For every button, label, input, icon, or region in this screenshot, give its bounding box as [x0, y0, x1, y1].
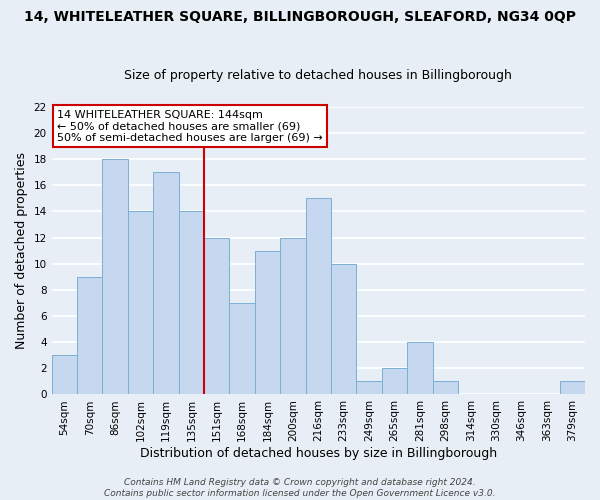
Text: 14, WHITELEATHER SQUARE, BILLINGBOROUGH, SLEAFORD, NG34 0QP: 14, WHITELEATHER SQUARE, BILLINGBOROUGH,… — [24, 10, 576, 24]
Bar — [433, 382, 458, 394]
Bar — [128, 212, 153, 394]
Bar — [52, 355, 77, 395]
Bar — [229, 303, 255, 394]
Bar — [103, 159, 128, 394]
Bar — [204, 238, 229, 394]
Text: Contains HM Land Registry data © Crown copyright and database right 2024.
Contai: Contains HM Land Registry data © Crown c… — [104, 478, 496, 498]
Bar — [560, 382, 585, 394]
Text: 14 WHITELEATHER SQUARE: 144sqm
← 50% of detached houses are smaller (69)
50% of : 14 WHITELEATHER SQUARE: 144sqm ← 50% of … — [57, 110, 323, 143]
Bar — [331, 264, 356, 394]
Bar — [77, 277, 103, 394]
Y-axis label: Number of detached properties: Number of detached properties — [15, 152, 28, 349]
Bar — [305, 198, 331, 394]
Bar — [153, 172, 179, 394]
Title: Size of property relative to detached houses in Billingborough: Size of property relative to detached ho… — [124, 69, 512, 82]
Bar — [382, 368, 407, 394]
Bar — [280, 238, 305, 394]
X-axis label: Distribution of detached houses by size in Billingborough: Distribution of detached houses by size … — [140, 447, 497, 460]
Bar — [179, 212, 204, 394]
Bar — [255, 250, 280, 394]
Bar — [407, 342, 433, 394]
Bar — [356, 382, 382, 394]
